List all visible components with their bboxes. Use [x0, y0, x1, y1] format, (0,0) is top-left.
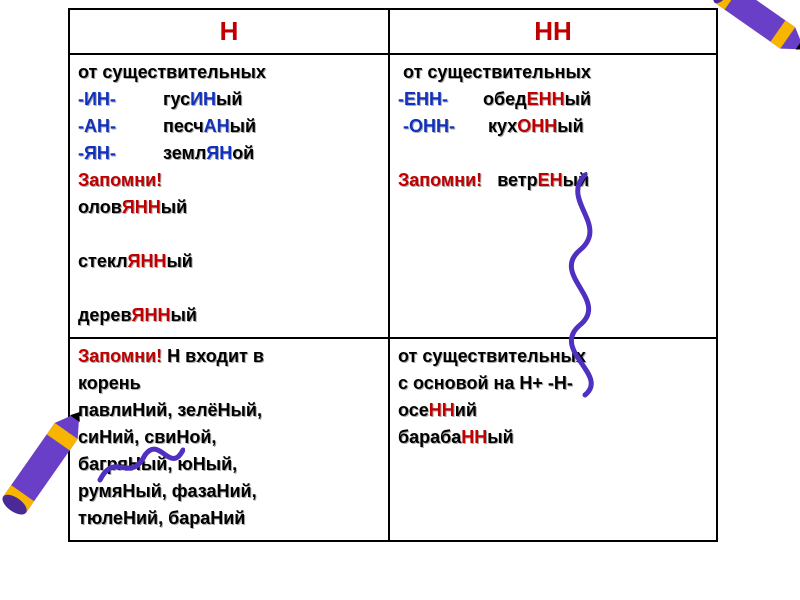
title: от существительных	[78, 59, 380, 86]
remember-line: Запомни! Н входит в	[78, 343, 380, 370]
header-n: Н	[69, 9, 389, 54]
cell-n-from-nouns: от существительных -ИН- гусИНый -АН- пес…	[69, 54, 389, 338]
cell-nn-stem: от существительных с основой на Н+ -Н- о…	[389, 338, 717, 541]
example-2: барабаННый	[398, 424, 708, 451]
scribble-icon	[95, 440, 185, 495]
remember-line: Запомни! ветрЕНый	[398, 167, 708, 194]
suffix-an: -АН- песчАНый	[78, 113, 380, 140]
exception-3: деревЯННый	[78, 302, 380, 329]
header-nn: НН	[389, 9, 717, 54]
example-1: осеННий	[398, 397, 708, 424]
suffix-onn: -ОНН- кухОННый	[398, 113, 708, 140]
examples-1: павлиНий, зелёНый,	[78, 397, 380, 424]
exception-2: стеклЯННый	[78, 248, 380, 275]
examples-5: тюлеНий, бараНий	[78, 505, 380, 532]
cell-nn-from-nouns: от существительных -ЕНН- обедЕННый -ОНН-…	[389, 54, 717, 338]
scribble-icon	[555, 170, 615, 405]
stem-line-1: от существительных	[398, 343, 708, 370]
stem-line-2: с основой на Н+ -Н-	[398, 370, 708, 397]
root-line: корень	[78, 370, 380, 397]
suffix-enn: -ЕНН- обедЕННый	[398, 86, 708, 113]
exception-1: оловЯННый	[78, 194, 380, 221]
remember-label: Запомни!	[78, 167, 380, 194]
suffix-in: -ИН- гусИНый	[78, 86, 380, 113]
title: от существительных	[398, 59, 708, 86]
suffix-yan: -ЯН- землЯНой	[78, 140, 380, 167]
